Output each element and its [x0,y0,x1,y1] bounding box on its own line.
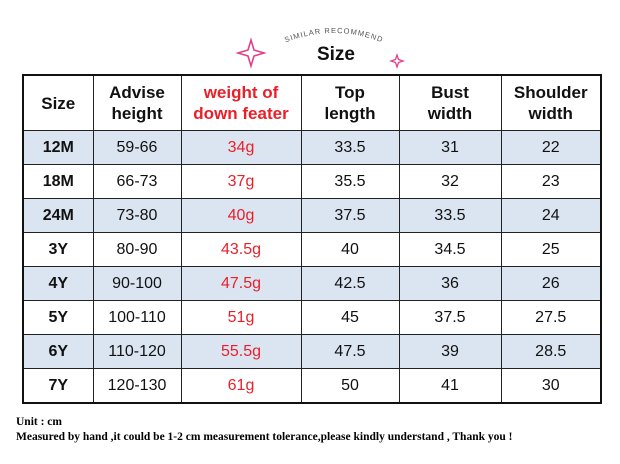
table-cell: 7Y [22,368,94,404]
table-cell: 47.5 [300,334,400,369]
table-cell: 3Y [22,232,94,267]
table-cell: 26 [500,266,602,301]
header-row: Size Advise height weight of down feater To… [22,74,602,131]
table-row: 5Y 100-110 51g 45 37.5 27.5 [22,300,602,335]
table-cell: 37.5 [300,198,400,233]
table-cell: 61g [180,368,302,404]
table-cell: 100-110 [92,300,182,335]
table-cell: 4Y [22,266,94,301]
subtitle-path: SIMILAR RECOMMEND [283,26,384,44]
table-row: 7Y 120-130 61g 50 41 30 [22,368,602,404]
table-cell: 32 [398,164,502,199]
table-cell: 34.5 [398,232,502,267]
table-cell: 36 [398,266,502,301]
table-cell: 18M [22,164,94,199]
table-cell: 55.5g [180,334,302,369]
table-cell: 40 [300,232,400,267]
sparkle [388,52,406,70]
table-cell: 24 [500,198,602,233]
size-table: Size Advise height weight of down feater To… [22,74,602,404]
table-cell: 80-90 [92,232,182,267]
table-cell: 110-120 [92,334,182,369]
table-cell: 41 [398,368,502,404]
table-row: 12M 59-66 34g 33.5 31 22 [22,130,602,165]
table-cell: 12M [22,130,94,165]
table-cell: 42.5 [300,266,400,301]
table-row: 4Y 90-100 47.5g 42.5 36 26 [22,266,602,301]
table-cell: 27.5 [500,300,602,335]
table-cell: 5Y [22,300,94,335]
table-row: 6Y 110-120 55.5g 47.5 39 28.5 [22,334,602,369]
table-cell: 23 [500,164,602,199]
table-cell: 31 [398,130,502,165]
table-cell: 39 [398,334,502,369]
table-row: 24M 73-80 40g 37.5 33.5 24 [22,198,602,233]
table-cell: 50 [300,368,400,404]
table-cell: 6Y [22,334,94,369]
column-header: weight of down feater [180,74,302,131]
table-cell: 30 [500,368,602,404]
table-cell: 120-130 [92,368,182,404]
table-cell: 51g [180,300,302,335]
table-row: 18M 66-73 37g 35.5 32 23 [22,164,602,199]
table-cell: 45 [300,300,400,335]
column-header: Bust width [398,74,502,131]
column-header: Advise height [92,74,182,131]
column-header: Size [22,74,94,131]
column-header: Top length [300,74,400,131]
tolerance-note: Measured by hand ,it could be 1-2 cm mea… [16,431,513,443]
table-cell: 43.5g [180,232,302,267]
table-cell: 24M [22,198,94,233]
subtitle: SIMILAR RECOMMEND [283,26,385,44]
column-header: Shoulder width [500,74,602,131]
sparkle [235,37,267,69]
table-cell: 33.5 [300,130,400,165]
table-cell: 73-80 [92,198,182,233]
table-cell: 66-73 [92,164,182,199]
table-row: 3Y 80-90 43.5g 40 34.5 25 [22,232,602,267]
table-cell: 40g [180,198,302,233]
table-cell: 37.5 [398,300,502,335]
table-cell: 22 [500,130,602,165]
table-cell: 59-66 [92,130,182,165]
table-cell: 34g [180,130,302,165]
table-cell: 33.5 [398,198,502,233]
table-cell: 25 [500,232,602,267]
table-cell: 35.5 [300,164,400,199]
table-cell: 37g [180,164,302,199]
table-cell: 90-100 [92,266,182,301]
table-cell: 47.5g [180,266,302,301]
unit-note: Unit : cm [16,416,62,428]
table-body: 12M 59-66 34g 33.5 31 22 18M 66-73 37g 35.5 32 23 24… [22,130,602,404]
title: Size [317,44,355,65]
header: SIMILAR RECOMMEND Size [235,26,406,70]
table-cell: 28.5 [500,334,602,369]
